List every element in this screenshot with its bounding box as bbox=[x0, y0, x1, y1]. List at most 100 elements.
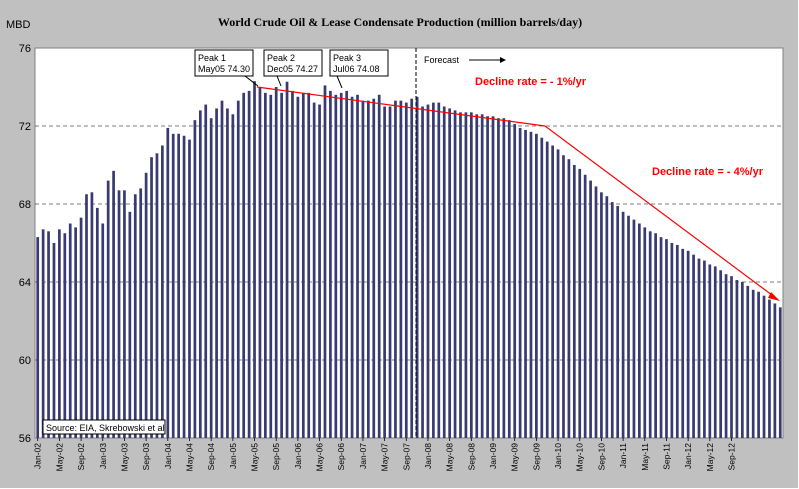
bar bbox=[285, 81, 289, 439]
bar bbox=[253, 81, 256, 439]
bar bbox=[643, 227, 647, 438]
bar bbox=[394, 100, 397, 439]
y-tick-label: 72 bbox=[19, 121, 31, 133]
bar bbox=[551, 145, 554, 438]
bar bbox=[301, 92, 305, 438]
bar bbox=[128, 211, 132, 438]
bar bbox=[540, 137, 544, 438]
bar bbox=[708, 264, 712, 438]
bar bbox=[307, 92, 311, 438]
bar bbox=[166, 127, 170, 438]
x-tick-label: May-12 bbox=[705, 443, 715, 472]
x-tick-label: May-05 bbox=[250, 443, 260, 472]
bar bbox=[751, 289, 755, 438]
bar bbox=[768, 299, 771, 438]
bar bbox=[139, 188, 143, 438]
peak1-value: May05 74.30 bbox=[198, 64, 250, 74]
decline-4pct-trendline bbox=[544, 125, 777, 299]
bar bbox=[274, 87, 278, 438]
bar bbox=[513, 124, 517, 439]
x-tick-label: Jan-04 bbox=[163, 443, 173, 469]
bar bbox=[47, 231, 50, 438]
bar bbox=[648, 231, 652, 438]
bar bbox=[123, 190, 126, 438]
source-text: Source: EIA, Skrebowski et al bbox=[46, 423, 165, 433]
decline-1pct-trendline bbox=[256, 86, 546, 127]
x-tick-label: May-10 bbox=[575, 443, 585, 472]
bar bbox=[746, 285, 750, 438]
bar bbox=[448, 108, 452, 438]
bar bbox=[377, 94, 381, 439]
bar bbox=[361, 100, 365, 439]
x-tick-label: Jan-05 bbox=[228, 443, 238, 469]
source-box bbox=[42, 419, 166, 435]
x-tick-label: Sep-05 bbox=[271, 443, 281, 471]
bar bbox=[442, 106, 446, 438]
y-tick-label: 76 bbox=[19, 43, 31, 55]
bar bbox=[681, 248, 685, 438]
x-tick-label: Jan-06 bbox=[293, 443, 303, 469]
bar bbox=[388, 106, 392, 438]
bar bbox=[659, 237, 663, 438]
bar bbox=[52, 243, 56, 438]
bar bbox=[193, 120, 197, 439]
bar bbox=[161, 145, 164, 438]
bar bbox=[209, 118, 213, 438]
x-tick-label: Sep-07 bbox=[401, 443, 411, 471]
bar bbox=[236, 100, 240, 439]
x-tick-label: Sep-12 bbox=[727, 443, 737, 471]
bar bbox=[155, 153, 159, 439]
bar bbox=[627, 215, 630, 438]
bar bbox=[383, 106, 386, 438]
peak2-value: Dec05 74.27 bbox=[267, 64, 318, 74]
x-tick-label: May-07 bbox=[380, 443, 390, 472]
bar bbox=[724, 274, 728, 438]
decline-arrow-head bbox=[768, 292, 780, 301]
bar bbox=[36, 237, 40, 438]
bar bbox=[112, 170, 115, 438]
y-axis-unit-label: MBD bbox=[6, 19, 31, 31]
bar bbox=[150, 157, 153, 438]
bar bbox=[740, 282, 744, 438]
bar bbox=[264, 92, 267, 438]
bar bbox=[415, 96, 419, 438]
bar bbox=[247, 90, 251, 439]
decline-4pct-label: Decline rate = - 4%/yr bbox=[652, 166, 764, 178]
bar bbox=[459, 112, 462, 438]
bar bbox=[480, 114, 484, 439]
bar bbox=[188, 139, 191, 438]
bar bbox=[453, 110, 457, 439]
plot-area bbox=[34, 47, 784, 439]
bar bbox=[329, 90, 332, 439]
bar bbox=[90, 192, 94, 438]
x-tick-label: Sep-08 bbox=[466, 443, 476, 471]
bar bbox=[502, 118, 506, 438]
x-tick-label: May-02 bbox=[54, 443, 64, 472]
bar bbox=[773, 303, 777, 438]
bar bbox=[713, 266, 717, 438]
bar bbox=[491, 116, 495, 438]
bar bbox=[762, 295, 766, 438]
peak1-leader bbox=[244, 75, 259, 87]
bar bbox=[475, 114, 479, 439]
x-tick-label: Jan-02 bbox=[33, 443, 43, 469]
bar bbox=[675, 244, 679, 438]
bar bbox=[144, 172, 148, 439]
bar bbox=[350, 96, 354, 438]
bar bbox=[291, 90, 294, 439]
peak2-leader bbox=[276, 75, 282, 87]
bar bbox=[220, 100, 224, 439]
bar bbox=[621, 211, 625, 438]
bar bbox=[372, 98, 376, 438]
bar bbox=[296, 96, 300, 438]
x-tick-label: Jan-10 bbox=[553, 443, 563, 469]
peak3-value: Jul06 74.08 bbox=[333, 64, 380, 74]
bar bbox=[583, 174, 587, 438]
peak1-label: Peak 1 bbox=[198, 53, 226, 63]
bar bbox=[632, 219, 636, 438]
x-tick-label: Jan-09 bbox=[488, 443, 498, 469]
bar bbox=[529, 131, 533, 438]
decline-1pct-label: Decline rate = - 1%/yr bbox=[475, 76, 587, 88]
bar bbox=[719, 270, 723, 438]
